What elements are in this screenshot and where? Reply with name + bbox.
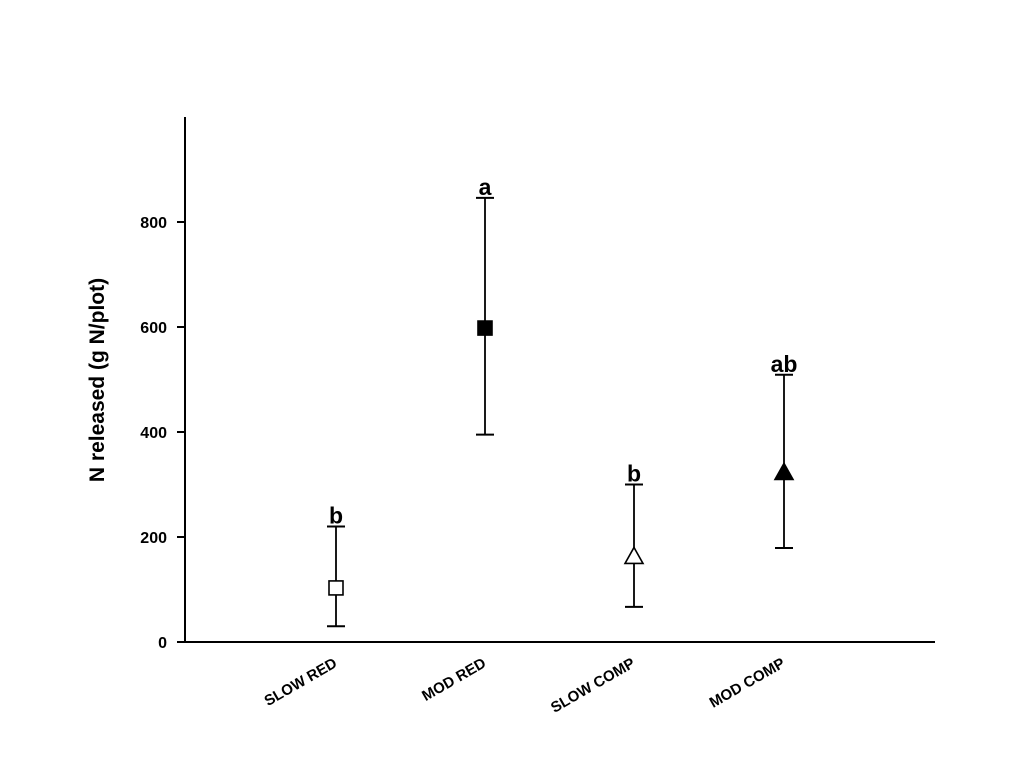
y-tick-label: 0 bbox=[158, 635, 167, 652]
significance-label: b bbox=[329, 503, 343, 529]
y-tick-label: 200 bbox=[140, 530, 167, 547]
x-category-label: MOD COMP bbox=[707, 655, 788, 712]
error-bars bbox=[327, 196, 793, 628]
x-category-label: SLOW RED bbox=[261, 655, 340, 710]
y-tick-label: 600 bbox=[140, 320, 167, 337]
y-tick-label: 800 bbox=[140, 215, 167, 232]
axes bbox=[184, 117, 935, 643]
significance-label: b bbox=[627, 461, 641, 487]
markers bbox=[328, 320, 795, 596]
y-ticks: 0 200 400 600 800 bbox=[140, 215, 185, 652]
data-point bbox=[328, 580, 344, 596]
x-category-labels: SLOW RED MOD RED SLOW COMP MOD COMP bbox=[261, 655, 788, 717]
y-axis-title: N released (g N/plot) bbox=[86, 278, 109, 482]
data-point bbox=[477, 320, 493, 336]
x-category-label: SLOW COMP bbox=[548, 655, 638, 717]
x-category-label: MOD RED bbox=[419, 655, 489, 705]
y-tick-label: 400 bbox=[140, 425, 167, 442]
significance-label: ab bbox=[771, 351, 798, 377]
significance-label: a bbox=[479, 174, 492, 200]
data-point bbox=[623, 545, 645, 565]
data-point bbox=[773, 461, 795, 481]
